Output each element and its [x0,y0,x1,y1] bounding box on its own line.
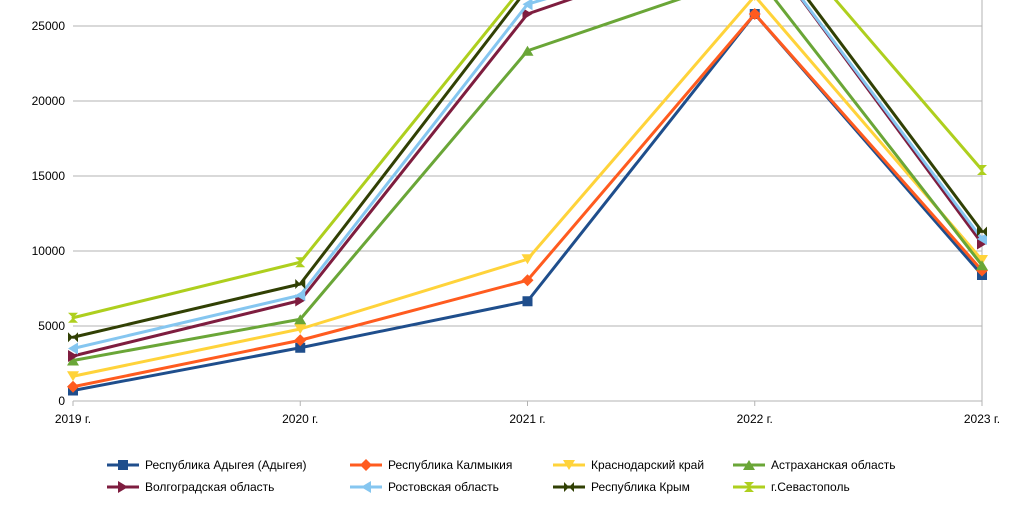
data-point-diamond [748,8,761,20]
data-point-triangle-up [521,45,534,56]
x-tick-label: 2021 г. [509,412,545,426]
data-point-triangle-right [118,481,128,493]
series [67,0,988,366]
series [68,0,987,343]
data-point-diamond [294,334,307,347]
data-point-triangle-down [294,324,307,334]
data-point-triangle-up [743,460,755,470]
legend-item: Республика Адыгея (Адыгея) [107,458,307,472]
data-point-triangle-right [68,350,78,362]
x-tick-label: 2020 г. [282,412,318,426]
series [67,0,988,382]
legend-label: Республика Адыгея (Адыгея) [145,458,307,472]
y-tick-label: 10000 [32,244,66,258]
data-point-triangle-down [563,460,575,470]
legend-item: Волгоградская область [107,480,274,494]
legend-label: Республика Калмыкия [388,458,512,472]
legend-label: Краснодарский край [591,458,704,472]
y-tick-label: 25000 [32,19,66,33]
legend-label: Республика Крым [591,480,690,494]
data-point-bowtie [564,482,574,492]
data-point-triangle-up [294,314,307,325]
legend-item: Астраханская область [733,458,895,472]
series-line [71,12,984,392]
data-point-bowtie [977,226,987,237]
data-point-triangle-left [295,289,306,302]
y-tick-labels: 0 5000 10000 15000 20000 25000 [32,19,66,408]
data-point-hourglass [295,257,306,268]
legend-item: г.Севастополь [733,480,850,494]
data-point-triangle-down [976,255,988,265]
data-point-triangle-down [754,0,756,1]
series [68,0,987,323]
x-tick-label: 2019 г. [55,412,91,426]
data-point-bowtie [295,279,306,289]
legend-label: Волгоградская область [145,480,274,494]
data-point-square [522,296,533,307]
data-point-hourglass [68,312,78,323]
x-tick-labels: 2019 г. 2020 г. 2021 г. 2022 г. 2023 г. [55,401,1000,426]
data-point-square [295,342,306,353]
x-tick-label: 2023 г. [964,412,1000,426]
data-point-square [118,460,128,470]
y-tick-label: 5000 [38,319,65,333]
y-tick-label: 0 [58,394,65,408]
data-point-triangle-up [976,260,988,271]
data-point-hourglass [977,165,987,175]
y-tick-label: 15000 [32,169,66,183]
data-point-bowtie [68,332,78,343]
data-point-triangle-down [521,254,534,265]
legend-label: Астраханская область [771,458,895,472]
data-point-triangle-down [67,371,79,382]
series [68,0,987,355]
legend-label: Ростовская область [388,480,499,494]
data-point-diamond [360,459,372,471]
y-tick-label: 20000 [32,94,66,108]
x-tick-label: 2022 г. [737,412,773,426]
series-group [67,0,988,396]
series-line [71,12,984,389]
legend-item: Республика Калмыкия [350,458,512,472]
legend: Республика Адыгея (Адыгея) Республика Кал… [107,458,895,494]
data-point-hourglass [744,482,754,492]
series-line [71,0,984,320]
data-point-triangle-up [67,355,79,366]
legend-item: Республика Крым [553,480,690,494]
data-point-triangle-left [361,481,371,493]
data-point-triangle-left [522,0,533,11]
data-point-diamond [67,380,79,393]
data-point-diamond [521,274,534,287]
data-point-triangle-left [68,342,78,355]
series-line [71,0,984,339]
legend-label: г.Севастополь [771,480,850,494]
data-point-triangle-left [977,233,987,245]
legend-item: Ростовская область [350,480,499,494]
data-point-triangle-right [522,8,533,20]
legend-item: Краснодарский край [553,458,704,472]
data-point-triangle-right [295,294,306,307]
